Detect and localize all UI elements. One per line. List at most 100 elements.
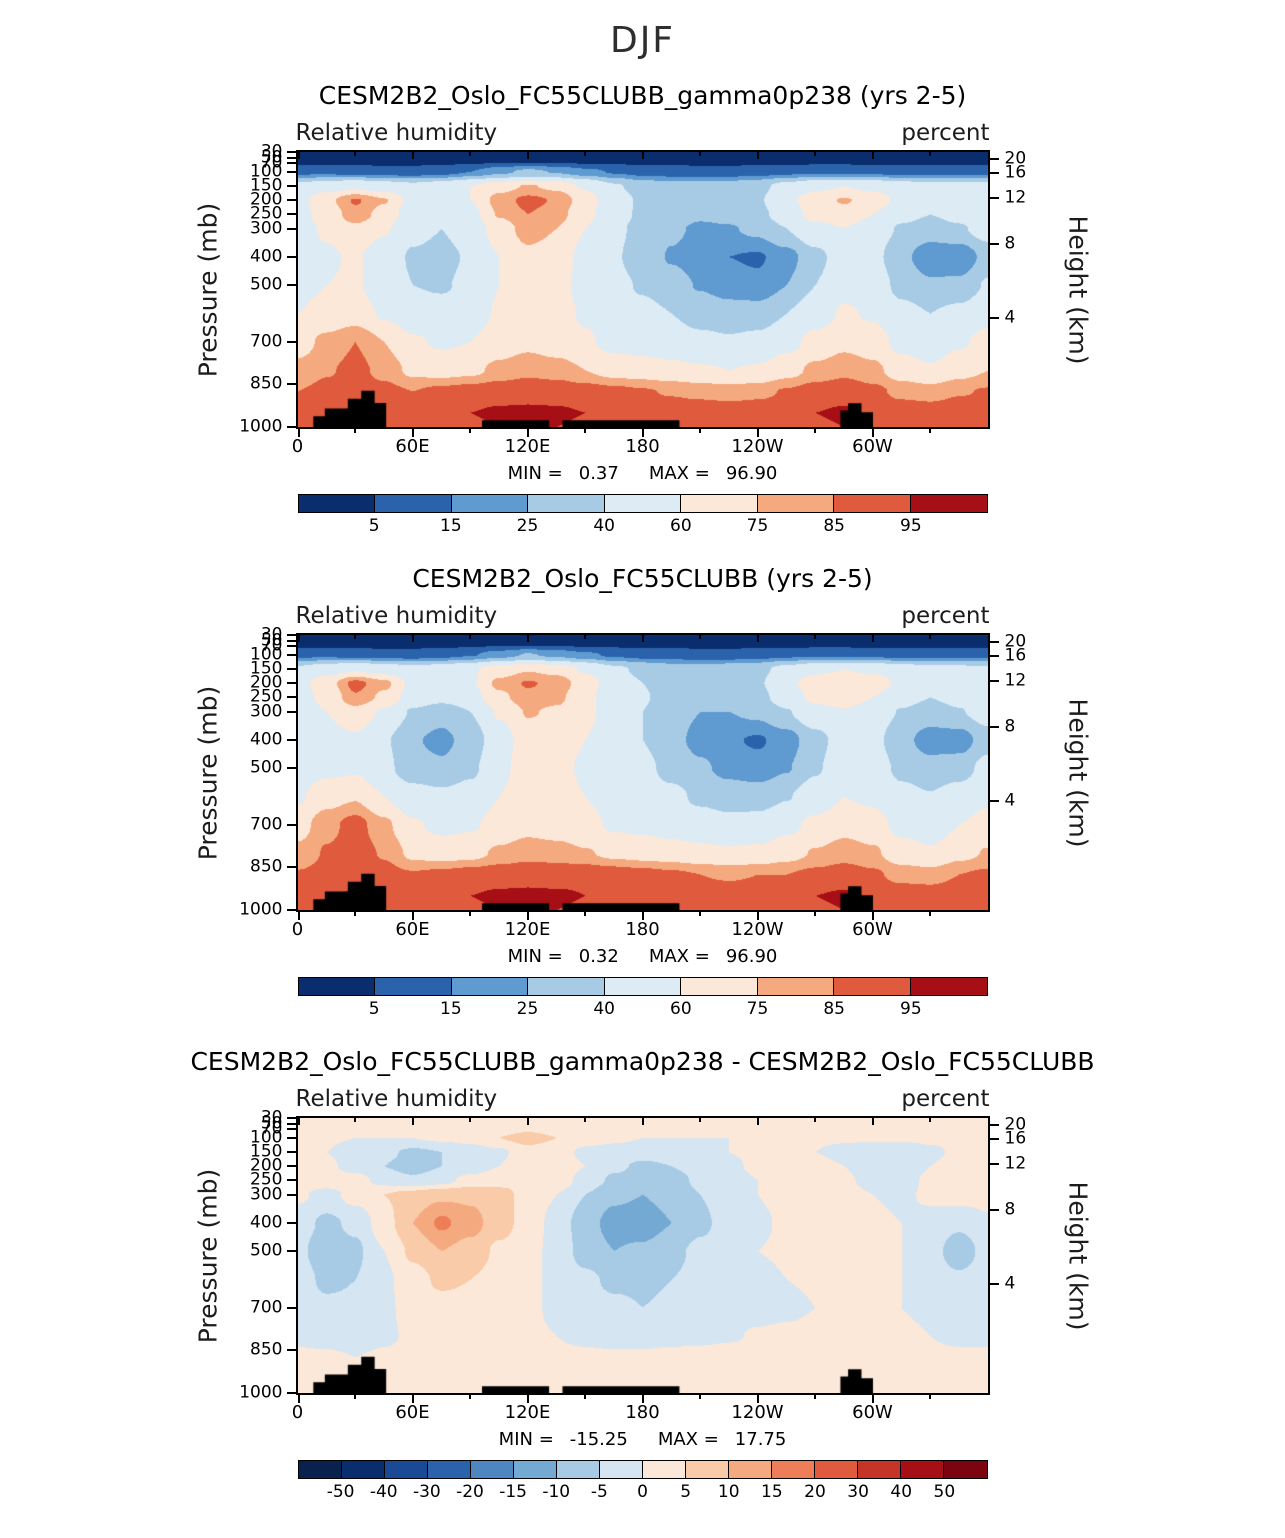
colorbar-segment [757, 495, 835, 512]
longitude-tick-top [297, 635, 300, 642]
subtitle-row: Relative humidity percent [296, 120, 990, 146]
longitude-tick-top [411, 152, 414, 159]
colorbar-segment [604, 495, 682, 512]
pressure-tick-label: 700 [250, 814, 283, 835]
height-tick-label: 16 [1004, 162, 1027, 183]
colorbar-segment [341, 1461, 385, 1478]
longitude-minor-tick [814, 427, 816, 433]
plot-row: Pressure (mb) 30 50 70 100 150 200 250 300 400 50… [0, 626, 1285, 939]
longitude-minor-tick-top [584, 152, 586, 156]
colorbar-tick-label: 85 [823, 516, 845, 536]
height-tick [987, 654, 999, 657]
longitude-minor-tick-top [814, 635, 816, 639]
pressure-tick [286, 340, 298, 343]
longitude-minor-tick [929, 1393, 931, 1399]
longitude-tick-label: 0 [291, 1402, 304, 1423]
height-tick [987, 1137, 999, 1140]
colorbar-segment [681, 495, 758, 512]
longitude-tick [756, 910, 759, 920]
plot-row: Pressure (mb) 30 50 70 100 150 200 250 300 400 50… [0, 1109, 1285, 1422]
longitude-tick [411, 1393, 414, 1403]
minmax-row: MIN = 0.32 MAX = 96.90 [0, 946, 1285, 967]
pressure-tick-label: 400 [250, 729, 283, 750]
panel-title: CESM2B2_Oslo_FC55CLUBB_gamma0p238 (yrs 2… [318, 81, 967, 110]
longitude-tick [297, 1393, 300, 1403]
pressure-tick-label: 250 [250, 203, 283, 224]
colorbar-segment [681, 978, 758, 995]
height-tick-label: 8 [1004, 716, 1016, 737]
right-axis-gutter: Height (km) [990, 633, 1098, 912]
longitude-minor-tick-top [929, 152, 931, 156]
max-label: MAX = [648, 463, 710, 484]
pressure-tick [286, 653, 298, 656]
height-tick [987, 317, 999, 320]
right-axis-gutter: Height (km) [990, 150, 1098, 429]
longitude-tick [871, 1393, 874, 1403]
colorbar-tick-label: 25 [516, 999, 539, 1019]
colorbar-tick-label: 15 [440, 516, 462, 536]
pressure-tick-label: 50 [260, 630, 283, 651]
pressure-tick-label: 500 [250, 757, 283, 778]
pressure-tick [286, 823, 298, 826]
height-tick-label: 20 [1004, 148, 1027, 169]
longitude-tick-top [411, 635, 414, 642]
longitude-tick-top [297, 1118, 300, 1125]
longitude-tick-top [297, 152, 300, 159]
colorbar-segment [298, 495, 376, 512]
pressure-tick [286, 426, 298, 428]
colorbar-bar [297, 977, 988, 996]
longitude-tick-label: 120W [731, 919, 784, 940]
units-label: percent [901, 1086, 990, 1112]
plot-row: Pressure (mb) 30 50 70 100 150 200 250 300 400 50… [0, 143, 1285, 456]
pressure-tick-label: 200 [250, 1155, 283, 1176]
colorbar-labels: 5 15 25 40 60 75 85 95 [298, 513, 988, 539]
pressure-tick-label: 300 [250, 1184, 283, 1205]
panel-title: CESM2B2_Oslo_FC55CLUBB (yrs 2-5) [412, 564, 873, 593]
colorbar-tick-label: 85 [823, 999, 845, 1019]
height-tick-label: 12 [1004, 670, 1027, 691]
pressure-tick [286, 255, 298, 258]
height-tick-label: 12 [1004, 1153, 1027, 1174]
colorbar-segment [384, 1461, 428, 1478]
pressure-tick [286, 682, 298, 685]
longitude-tick-label: 180 [625, 919, 660, 940]
colorbar-tick-label: 25 [516, 516, 539, 536]
longitude-minor-tick [354, 1393, 356, 1399]
height-tick-label: 12 [1004, 187, 1027, 208]
colorbar-labels: 5 15 25 40 60 75 85 95 [298, 996, 988, 1022]
longitude-minor-tick-top [699, 1118, 701, 1122]
longitude-tick-label: 60W [852, 919, 893, 940]
height-tick [987, 171, 999, 174]
longitude-minor-tick-top [699, 152, 701, 156]
pressure-tick [286, 151, 298, 153]
pressure-tick-label: 1000 [239, 416, 283, 437]
pressure-tick-label: 850 [250, 373, 283, 394]
longitude-minor-tick-top [814, 152, 816, 156]
pressure-tick [286, 1136, 298, 1139]
longitude-minor-tick [929, 910, 931, 916]
contour-plot: 30 50 70 100 150 200 250 300 400 500 700 850 1000 20 1… [239, 626, 1026, 939]
colorbar-segment [757, 978, 835, 995]
pressure-tick [286, 696, 298, 699]
longitude-minor-tick [929, 427, 931, 433]
pressure-tick-label: 700 [250, 1297, 283, 1318]
panel-control: CESM2B2_Oslo_FC55CLUBB (yrs 2-5) Relativ… [0, 564, 1285, 1023]
longitude-minor-tick-top [469, 635, 471, 639]
longitude-tick [641, 910, 644, 920]
colorbar-segment [298, 1461, 342, 1478]
colorbar-segment [729, 1461, 773, 1478]
height-tick [987, 800, 999, 803]
longitude-tick-label: 180 [625, 1402, 660, 1423]
pressure-tick-label: 50 [260, 1113, 283, 1134]
pressure-tick [286, 156, 298, 159]
max-value: 17.75 [734, 1429, 787, 1450]
pressure-tick [286, 1179, 298, 1182]
height-tick [987, 1283, 999, 1286]
pressure-tick-label: 500 [250, 1240, 283, 1261]
pressure-tick [286, 170, 298, 173]
height-tick-label: 8 [1004, 233, 1016, 254]
colorbar-tick-label: 10 [717, 1482, 740, 1502]
pressure-tick [286, 668, 298, 671]
longitude-tick [641, 1393, 644, 1403]
colorbar-tick-label: -10 [542, 1482, 571, 1502]
